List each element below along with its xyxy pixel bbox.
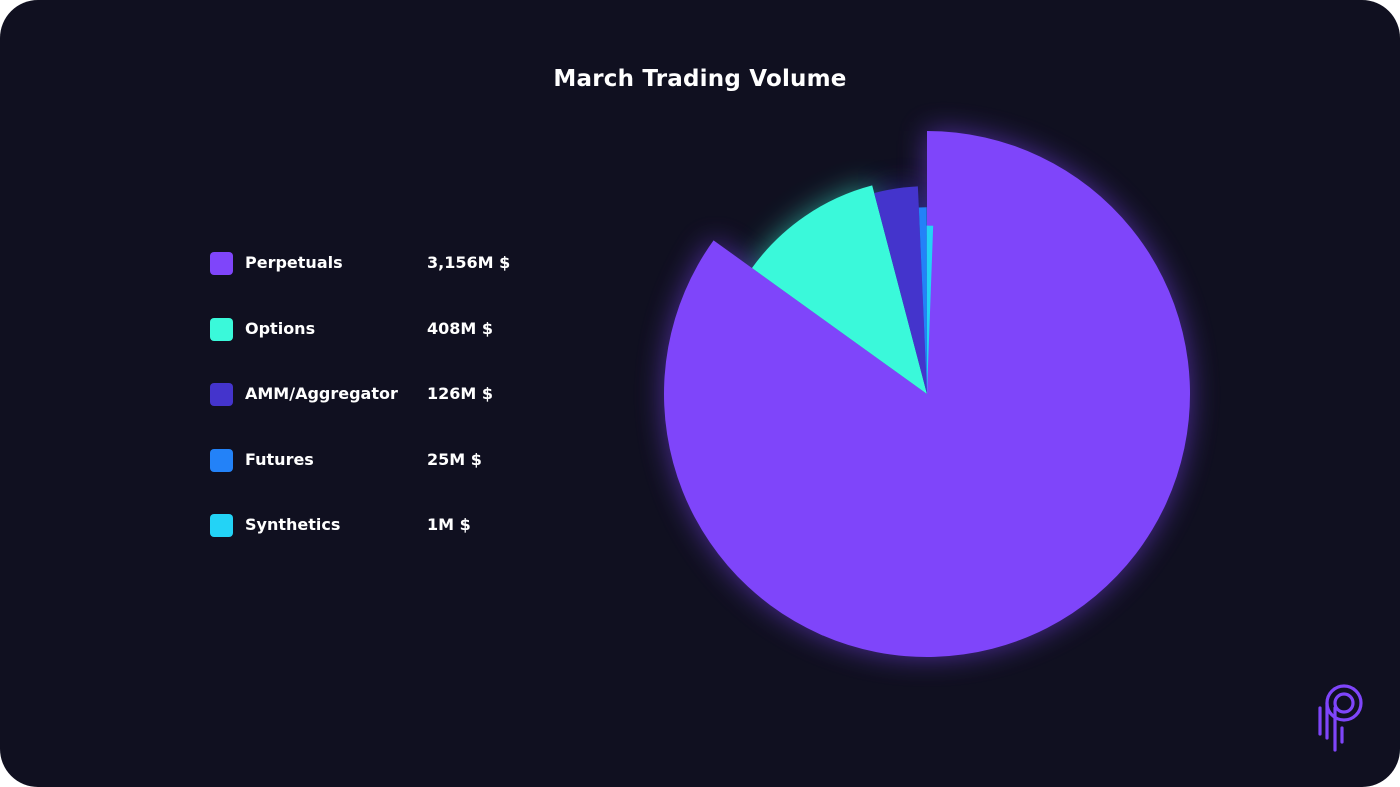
legend-swatch	[210, 448, 233, 472]
legend-value: 1M $	[427, 515, 471, 534]
p-logo-icon	[1318, 684, 1363, 752]
legend-swatch	[210, 317, 233, 341]
chart-legend: Perpetuals 3,156M $ Options 408M $ AMM/A…	[210, 250, 530, 578]
pie-slice-futures	[918, 207, 927, 394]
pie-slice-synthetics	[926, 225, 934, 394]
legend-value: 408M $	[427, 318, 494, 338]
legend-swatch	[210, 514, 233, 537]
pie-slice-amm-aggregator	[874, 186, 927, 394]
legend-swatch	[210, 252, 233, 275]
legend-item-perpetuals: Perpetuals 3,156M $	[210, 250, 530, 316]
legend-value: 25M $	[427, 449, 482, 469]
legend-label: AMM/Aggregator	[245, 384, 398, 403]
legend-label: Futures	[245, 449, 314, 469]
pie-slice-options	[751, 185, 927, 394]
legend-item-synthetics: Synthetics 1M $	[210, 512, 530, 578]
pie-slice-perpetuals	[663, 131, 1190, 657]
legend-label: Options	[245, 318, 316, 338]
chart-title: March Trading Volume	[553, 66, 847, 92]
legend-label: Synthetics	[245, 515, 341, 534]
legend-value: 3,156M $	[427, 253, 511, 272]
legend-value: 126M $	[427, 384, 494, 403]
legend-item-options: Options 408M $	[210, 316, 530, 382]
legend-label: Perpetuals	[245, 253, 343, 272]
legend-swatch	[210, 383, 233, 406]
legend-item-futures: Futures 25M $	[210, 447, 530, 513]
legend-item-amm-aggregator: AMM/Aggregator 126M $	[210, 381, 530, 447]
